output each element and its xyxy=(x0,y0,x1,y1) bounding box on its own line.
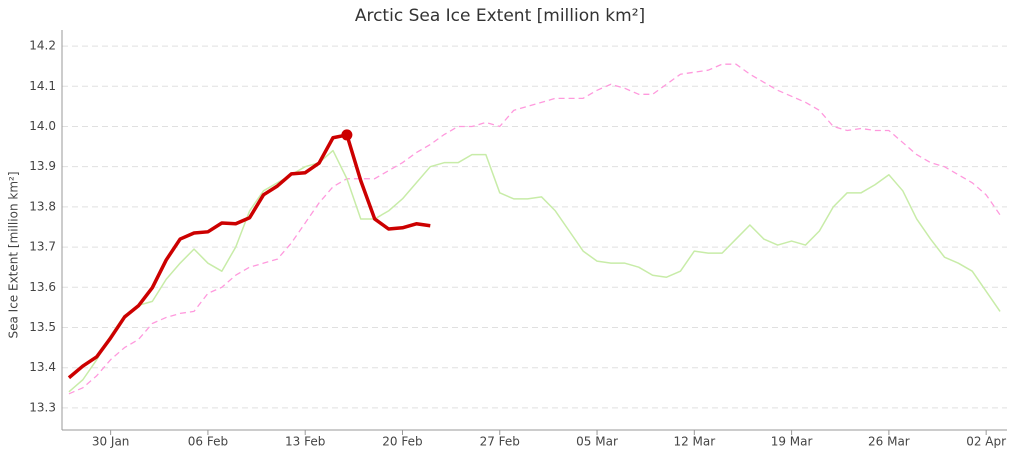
x-tick-label: 26 Mar xyxy=(868,435,910,449)
y-tick-label: 14.1 xyxy=(29,79,56,93)
series-line xyxy=(68,149,1001,393)
y-tick-label: 13.4 xyxy=(29,360,56,374)
x-tick-label: 05 Mar xyxy=(576,435,618,449)
chart-title: Arctic Sea Ice Extent [million km²] xyxy=(355,6,645,26)
x-tick-label: 19 Mar xyxy=(771,435,813,449)
x-tick-label: 27 Feb xyxy=(480,435,520,449)
series-line xyxy=(68,63,1001,395)
y-tick-label: 14.2 xyxy=(29,39,56,53)
y-axis-label: Sea Ice Extent [million km²] xyxy=(7,172,21,339)
peak-marker xyxy=(341,129,353,141)
series-line xyxy=(67,133,431,380)
y-tick-label: 13.5 xyxy=(29,320,56,334)
y-tick-label: 13.9 xyxy=(29,159,56,173)
x-tick-label: 13 Feb xyxy=(285,435,325,449)
x-tick-label: 02 Apr xyxy=(966,435,1006,449)
x-tick-label: 12 Mar xyxy=(673,435,715,449)
y-tick-label: 13.3 xyxy=(29,400,56,414)
y-tick-label: 13.6 xyxy=(29,280,56,294)
y-tick-label: 13.8 xyxy=(29,199,56,213)
y-tick-label: 14.0 xyxy=(29,119,56,133)
y-tick-label: 13.7 xyxy=(29,240,56,254)
x-tick-label: 20 Feb xyxy=(382,435,422,449)
x-tick-label: 30 Jan xyxy=(92,435,130,449)
x-tick-label: 06 Feb xyxy=(188,435,228,449)
